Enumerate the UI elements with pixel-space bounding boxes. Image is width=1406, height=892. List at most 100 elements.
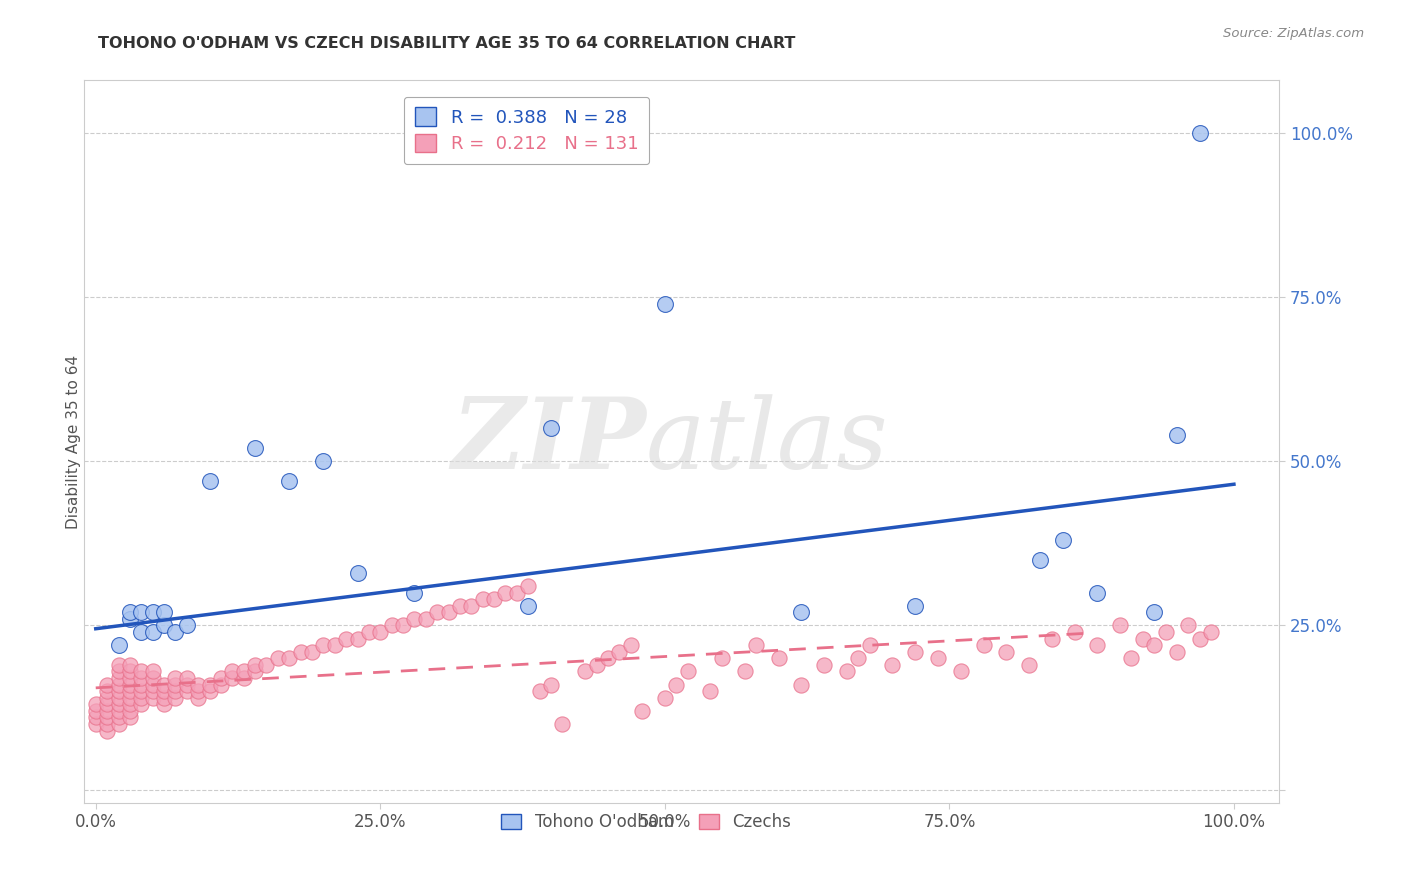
Point: [607, 645, 630, 659]
Point: [517, 579, 540, 593]
Point: [415, 612, 437, 626]
Point: [256, 657, 278, 672]
Point: [517, 599, 540, 613]
Point: [790, 677, 813, 691]
Point: [198, 474, 221, 488]
Point: [142, 665, 165, 679]
Point: [676, 665, 699, 679]
Point: [153, 690, 176, 705]
Point: [1121, 651, 1143, 665]
Point: [118, 612, 141, 626]
Point: [426, 605, 449, 619]
Point: [882, 657, 904, 672]
Point: [107, 638, 129, 652]
Point: [1085, 585, 1108, 599]
Point: [1029, 553, 1052, 567]
Point: [357, 625, 380, 640]
Point: [745, 638, 768, 652]
Point: [153, 677, 176, 691]
Point: [267, 651, 290, 665]
Point: [129, 684, 152, 698]
Point: [392, 618, 415, 632]
Text: ZIP: ZIP: [451, 393, 647, 490]
Point: [243, 665, 266, 679]
Point: [118, 677, 141, 691]
Point: [84, 698, 107, 712]
Point: [165, 690, 187, 705]
Point: [346, 566, 368, 580]
Point: [84, 717, 107, 731]
Point: [665, 677, 688, 691]
Point: [107, 690, 129, 705]
Point: [107, 684, 129, 698]
Point: [142, 671, 165, 685]
Point: [107, 704, 129, 718]
Point: [96, 684, 118, 698]
Point: [118, 704, 141, 718]
Point: [1177, 618, 1199, 632]
Point: [142, 684, 165, 698]
Point: [449, 599, 471, 613]
Point: [187, 690, 209, 705]
Point: [165, 677, 187, 691]
Point: [107, 657, 129, 672]
Point: [859, 638, 882, 652]
Point: [153, 618, 176, 632]
Point: [404, 585, 426, 599]
Point: [232, 665, 254, 679]
Point: [107, 677, 129, 691]
Point: [620, 638, 643, 652]
Point: [176, 684, 198, 698]
Point: [118, 690, 141, 705]
Point: [290, 645, 312, 659]
Point: [129, 677, 152, 691]
Point: [813, 657, 835, 672]
Point: [312, 638, 335, 652]
Point: [482, 592, 505, 607]
Point: [118, 710, 141, 724]
Point: [84, 704, 107, 718]
Point: [1018, 657, 1040, 672]
Point: [84, 710, 107, 724]
Point: [631, 704, 654, 718]
Point: [495, 585, 517, 599]
Point: [335, 632, 357, 646]
Point: [118, 665, 141, 679]
Point: [129, 690, 152, 705]
Y-axis label: Disability Age 35 to 64: Disability Age 35 to 64: [66, 354, 80, 529]
Point: [153, 698, 176, 712]
Point: [1040, 632, 1063, 646]
Text: Source: ZipAtlas.com: Source: ZipAtlas.com: [1223, 27, 1364, 40]
Point: [96, 704, 118, 718]
Point: [654, 690, 676, 705]
Point: [1052, 533, 1074, 547]
Point: [96, 677, 118, 691]
Point: [96, 717, 118, 731]
Point: [437, 605, 460, 619]
Point: [96, 723, 118, 738]
Point: [404, 612, 426, 626]
Point: [209, 677, 232, 691]
Point: [232, 671, 254, 685]
Point: [574, 665, 596, 679]
Point: [710, 651, 733, 665]
Point: [278, 651, 301, 665]
Point: [129, 605, 152, 619]
Point: [198, 677, 221, 691]
Point: [1188, 126, 1211, 140]
Point: [221, 665, 243, 679]
Point: [142, 690, 165, 705]
Point: [460, 599, 482, 613]
Point: [165, 684, 187, 698]
Point: [346, 632, 368, 646]
Point: [1166, 645, 1188, 659]
Point: [96, 690, 118, 705]
Point: [243, 657, 266, 672]
Point: [506, 585, 529, 599]
Text: TOHONO O'ODHAM VS CZECH DISABILITY AGE 35 TO 64 CORRELATION CHART: TOHONO O'ODHAM VS CZECH DISABILITY AGE 3…: [98, 36, 796, 51]
Point: [142, 605, 165, 619]
Point: [118, 605, 141, 619]
Point: [129, 625, 152, 640]
Point: [118, 657, 141, 672]
Point: [529, 684, 551, 698]
